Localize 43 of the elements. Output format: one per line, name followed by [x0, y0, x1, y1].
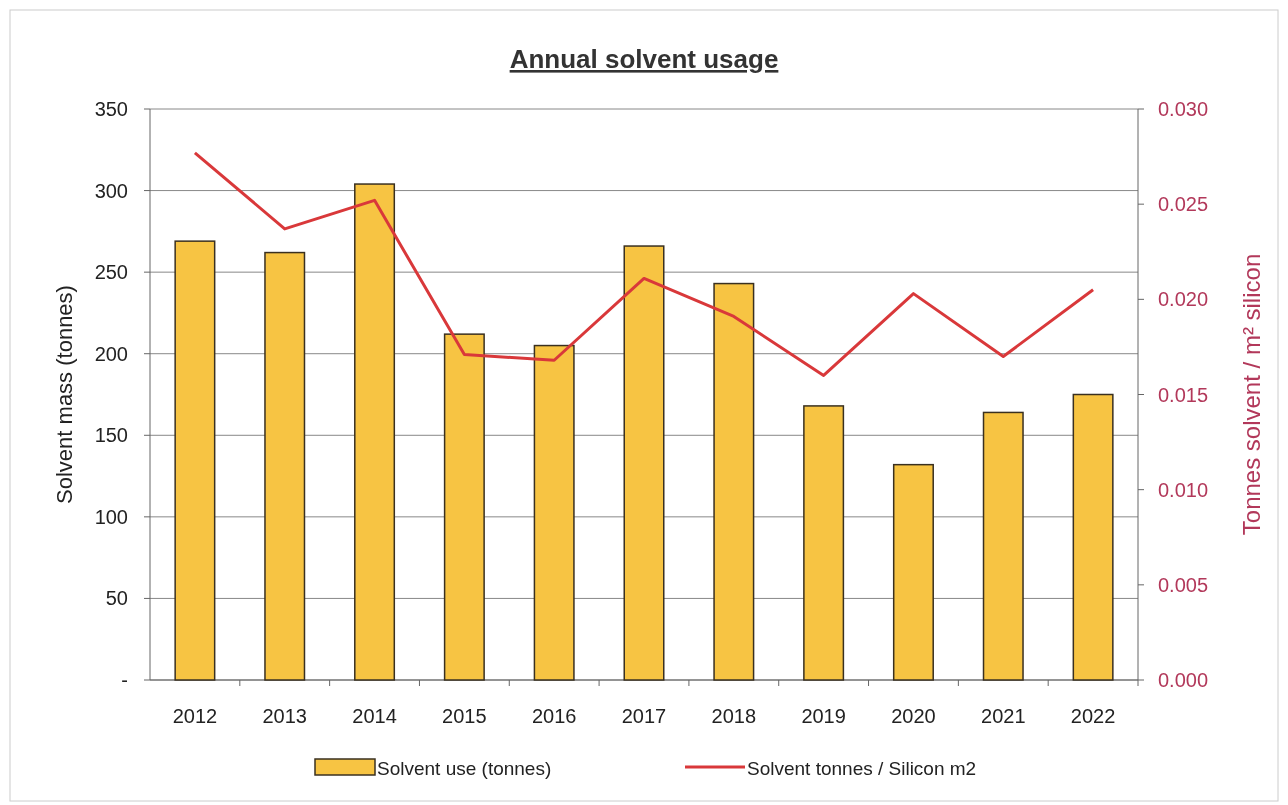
bar	[713, 282, 755, 681]
x-tick-label: 2012	[172, 705, 218, 727]
x-tick-label: 2021	[981, 705, 1026, 727]
bar	[533, 344, 575, 681]
x-tick-label: 2018	[711, 705, 757, 727]
legend-label: Solvent tonnes / Silicon m2	[747, 758, 977, 779]
y-tick-label: 50	[105, 587, 128, 610]
bar	[892, 463, 934, 681]
bar	[803, 405, 845, 681]
x-tick-label: 2013	[262, 705, 307, 727]
y-tick-label: 250	[94, 261, 128, 284]
chart-title: Annual solvent usage	[509, 44, 779, 74]
line-series	[193, 151, 1095, 377]
x-tick-label: 2022	[1070, 705, 1116, 727]
x-tick-label: 2014	[352, 705, 397, 727]
bar	[1072, 393, 1114, 681]
x-tick-label: 2015	[442, 705, 487, 727]
bar	[443, 333, 485, 681]
bar	[623, 245, 665, 681]
y-tick-label: 350	[94, 98, 128, 120]
y-tick-label: -	[121, 669, 128, 691]
y-tick-label: 100	[94, 505, 128, 528]
legend-label: Solvent use (tonnes)	[377, 758, 552, 779]
y2-tick-label: 0.005	[1158, 573, 1209, 596]
y2-tick-label: 0.015	[1158, 383, 1209, 406]
y2-tick-label: 0.010	[1158, 478, 1209, 501]
y2-tick-label: 0.000	[1158, 669, 1209, 691]
y-tick-label: 200	[94, 342, 128, 365]
bar	[264, 251, 306, 681]
y-axis-title: Solvent mass (tonnes)	[52, 285, 77, 504]
bar	[982, 411, 1024, 681]
y2-tick-label: 0.020	[1158, 288, 1209, 311]
bar	[354, 183, 396, 681]
y2-tick-label: 0.030	[1158, 98, 1209, 120]
x-tick-label: 2020	[891, 705, 936, 727]
x-tick-label: 2019	[801, 705, 846, 727]
y-tick-label: 150	[94, 424, 128, 447]
y2-tick-label: 0.025	[1158, 193, 1209, 216]
bar	[174, 240, 216, 681]
y-tick-label: 300	[94, 179, 128, 202]
x-tick-label: 2017	[621, 705, 667, 727]
y2-axis-title: Tonnes solvent / m² silicon	[1238, 253, 1265, 536]
x-tick-label: 2016	[531, 705, 577, 727]
